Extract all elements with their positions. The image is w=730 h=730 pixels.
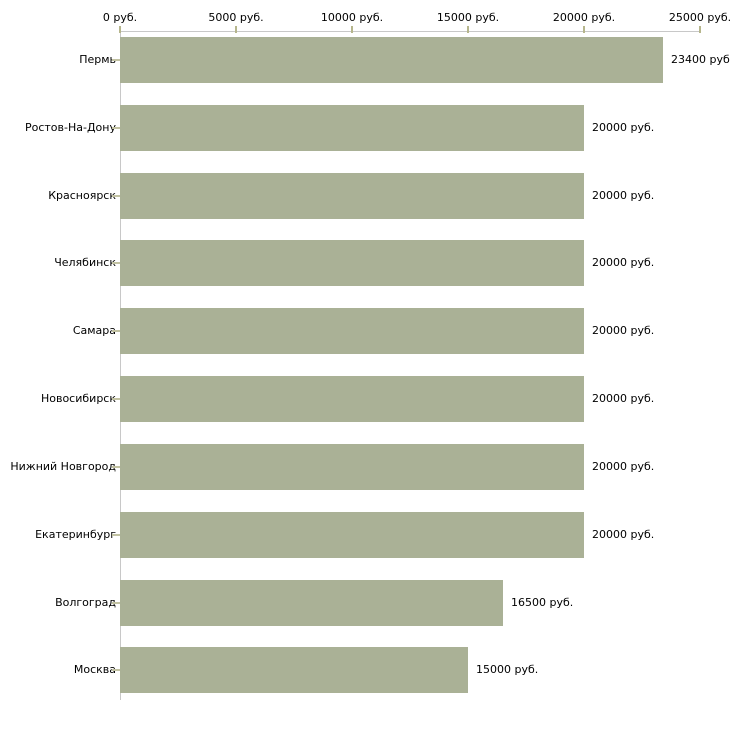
value-label: 16500 руб. [511,596,574,609]
x-tick-label: 10000 руб. [320,11,384,24]
bar-7 [120,444,584,490]
bar-6 [120,376,584,422]
x-tick-label: 0 руб. [102,11,138,24]
bar-3 [120,173,584,219]
x-tick-mark [119,26,121,33]
x-tick-mark [351,26,353,33]
bar-9 [120,580,503,626]
bar-5 [120,308,584,354]
y-tick-mark [112,59,120,61]
bar-2 [120,105,584,151]
y-tick-mark [112,398,120,400]
x-tick-mark [583,26,585,33]
value-label: 20000 руб. [592,528,655,541]
value-label: 20000 руб. [592,189,655,202]
value-label: 20000 руб. [592,256,655,269]
bar-10 [120,647,468,693]
category-label: Нижний Новгород [10,460,116,473]
x-axis-line [120,31,701,32]
bar-8 [120,512,584,558]
x-tick-label: 25000 руб. [668,11,730,24]
category-label: Челябинск [54,256,116,269]
value-label: 20000 руб. [592,324,655,337]
category-label: Самара [72,324,116,337]
x-tick-label: 20000 руб. [552,11,616,24]
category-label: Пермь [79,53,116,66]
y-axis-line [120,31,121,700]
category-label: Ростов-На-Дону [24,121,116,134]
y-tick-mark [112,127,120,129]
value-label: 20000 руб. [592,460,655,473]
y-tick-mark [112,466,120,468]
x-tick-label: 5000 руб. [208,11,264,24]
y-tick-mark [112,195,120,197]
x-tick-label: 15000 руб. [436,11,500,24]
y-tick-mark [112,669,120,671]
y-tick-mark [112,602,120,604]
value-label: 20000 руб. [592,392,655,405]
category-label: Екатеринбург [35,528,116,541]
category-label: Новосибирск [40,392,116,405]
y-tick-mark [112,262,120,264]
y-tick-mark [112,534,120,536]
x-tick-mark [235,26,237,33]
value-label: 20000 руб. [592,121,655,134]
y-tick-mark [112,330,120,332]
value-label: 15000 руб. [476,663,539,676]
bar-1 [120,37,663,83]
category-label: Москва [73,663,116,676]
bar-4 [120,240,584,286]
x-tick-mark [699,26,701,33]
x-tick-mark [467,26,469,33]
category-label: Волгоград [55,596,116,609]
category-label: Красноярск [48,189,116,202]
value-label: 23400 руб. [671,53,730,66]
